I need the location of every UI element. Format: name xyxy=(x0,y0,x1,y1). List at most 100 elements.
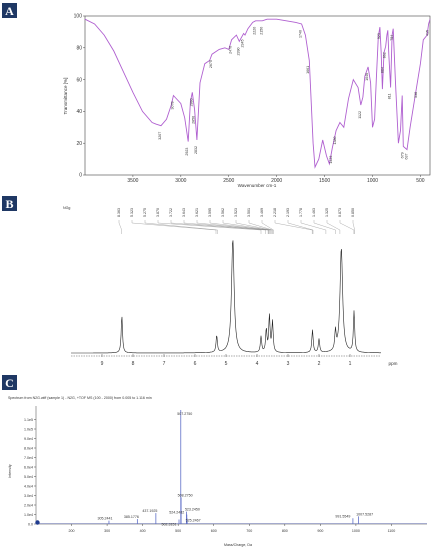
x-axis-label: ppm xyxy=(389,361,398,366)
peak-label: 2470 xyxy=(229,46,233,54)
y-tick-label: 100 xyxy=(74,14,83,20)
shift-leader xyxy=(261,220,274,234)
x-tick-label: 4 xyxy=(256,361,259,367)
y-tick-label: 7.0e4 xyxy=(24,456,33,460)
x-tick-label: 9 xyxy=(101,361,104,367)
x-axis-label: Mass/Charge, Da xyxy=(224,543,252,547)
peak-label: 525.2467 xyxy=(186,518,201,522)
x-tick-label: 2500 xyxy=(223,178,234,184)
peak-label: 415 xyxy=(426,30,430,36)
peak-label: 1046 xyxy=(365,73,369,81)
peak-label: 884 xyxy=(381,67,385,73)
shift-leader xyxy=(235,220,272,234)
shift-label: 8.363 xyxy=(117,208,121,217)
x-tick-label: 600 xyxy=(211,529,217,533)
ms-panel: C Spectrum from N2G.wiff (sample 1) - N2… xyxy=(1,373,435,549)
peak-label: 507.2750 xyxy=(177,412,192,416)
shift-label: 3.562 xyxy=(221,208,225,217)
peak-label: 437.1925 xyxy=(142,509,157,513)
y-tick-label: 3.0e4 xyxy=(24,494,33,498)
x-tick-label: 900 xyxy=(317,529,323,533)
shift-leader xyxy=(196,220,269,234)
x-tick-label: 500 xyxy=(175,529,181,533)
shift-label: 0.873 xyxy=(338,208,342,217)
peak-label: 2675 xyxy=(209,60,213,68)
shift-leader xyxy=(287,220,314,234)
spectrum-header: NGg xyxy=(63,206,70,210)
y-tick-label: 5.0e4 xyxy=(24,475,33,479)
peak-label: 923 xyxy=(377,33,381,39)
shift-label: 3.523 xyxy=(234,208,238,217)
ftir-panel: A 3500 3000 2500 2000 1500 1000 500 0 20 40 60 80 10… xyxy=(1,1,435,189)
peak-label: 1122 xyxy=(358,111,362,119)
peak-label: 2832 xyxy=(194,146,198,154)
x-tick-label: 5 xyxy=(225,361,228,367)
x-tick-label: 200 xyxy=(69,529,75,533)
shift-leader xyxy=(274,220,313,234)
peak-label: 508.2750 xyxy=(178,493,193,497)
origin-marker xyxy=(35,520,40,525)
shift-label: 3.722 xyxy=(169,208,173,217)
peak-label: 524.2482 xyxy=(169,511,184,515)
nmr-trace xyxy=(71,240,381,354)
shift-leader xyxy=(313,220,336,234)
peak-label: 523.2450 xyxy=(185,508,200,512)
x-tick-label: 1000 xyxy=(352,529,360,533)
peak-label: 811 xyxy=(388,94,392,100)
shift-leader xyxy=(352,220,355,234)
x-tick-label: 2000 xyxy=(271,178,282,184)
peak-label: 3078 xyxy=(170,102,174,110)
y-tick-label: 4.0e4 xyxy=(24,484,33,488)
panel-label-box xyxy=(2,3,17,18)
x-tick-label: 800 xyxy=(282,529,288,533)
y-tick-label: 9.0e4 xyxy=(24,437,33,441)
shift-leader xyxy=(222,220,271,234)
peak-label: 2220 xyxy=(253,27,257,35)
y-axis-label: Transmittance [%] xyxy=(63,78,68,115)
shift-label: 1.325 xyxy=(325,208,329,217)
peak-label: 679 xyxy=(400,152,404,158)
peak-label: 862 xyxy=(383,52,387,58)
shift-label: 5.323 xyxy=(130,208,134,217)
peak-label: 502.3151 xyxy=(162,522,177,526)
shift-label: 3.501 xyxy=(247,208,251,217)
peak-label: 991.5549 xyxy=(335,514,350,518)
nmr-panel: B NGg 9 8 7 6 5 4 3 2 1 8.363 5.323 5.275 3.870 3.722… xyxy=(1,194,435,372)
peak-label: 1661 xyxy=(306,66,310,74)
shift-leader xyxy=(326,220,341,234)
shift-label: 3.469 xyxy=(260,208,264,217)
shift-leader xyxy=(248,220,273,234)
y-tick-label: 1.1e5 xyxy=(24,418,33,422)
plot-layer: 200 300 400 500 600 700 800 900 1000 1100 0.0 1.0e4… xyxy=(24,406,427,533)
peak-label: 637 xyxy=(404,153,408,159)
y-tick-label: 60 xyxy=(76,77,82,83)
peak-label: 2880 xyxy=(189,98,193,106)
shift-label: 2.193 xyxy=(286,208,290,217)
y-tick-label: 1.0e4 xyxy=(24,513,33,517)
shift-leader xyxy=(300,220,327,234)
x-tick-label: 1 xyxy=(349,361,352,367)
shift-label: 3.643 xyxy=(182,208,186,217)
shift-label: 3.595 xyxy=(208,208,212,217)
panel-label: C xyxy=(5,376,14,390)
y-tick-label: 8.0e4 xyxy=(24,446,33,450)
nmr-chart: B NGg 9 8 7 6 5 4 3 2 1 8.363 5.323 5.275 3.870 3.722… xyxy=(2,196,398,367)
x-tick-label: 3500 xyxy=(127,178,138,184)
plot-layer: 3500 3000 2500 2000 1500 1000 500 0 20 40 60 80 100 3… xyxy=(74,14,431,184)
x-tick-label: 2 xyxy=(318,361,321,367)
shift-leader xyxy=(339,220,355,234)
x-tick-label: 500 xyxy=(416,178,425,184)
y-axis-label: Intensity xyxy=(8,464,12,478)
peak-label: 538 xyxy=(414,92,418,98)
spectrum-title: Spectrum from N2G.wiff (sample 1) - N2G,… xyxy=(8,396,152,400)
y-tick-label: 80 xyxy=(76,46,82,52)
peak-label: 2390 xyxy=(236,47,240,55)
transmittance-line xyxy=(84,18,431,169)
peak-label: 385.1776 xyxy=(124,515,139,519)
x-tick-label: 3000 xyxy=(175,178,186,184)
peak-label: 2345 xyxy=(241,39,245,47)
x-tick-label: 400 xyxy=(140,529,146,533)
shift-leader xyxy=(183,220,269,234)
shift-label: 5.275 xyxy=(143,208,147,217)
x-tick-label: 8 xyxy=(132,361,135,367)
